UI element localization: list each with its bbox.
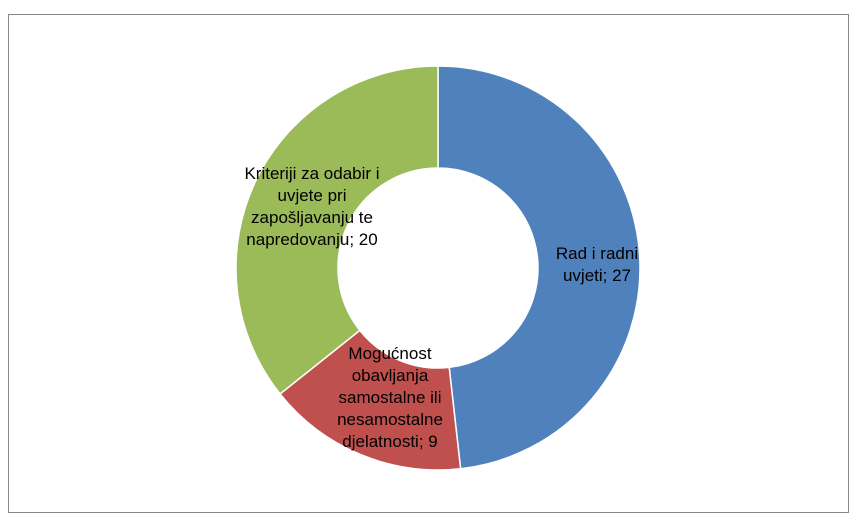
data-label: Kriteriji za odabir i uvjete pri zapošlj… — [244, 164, 380, 249]
data-label: Mogućnost obavljanja samostalne ili nesa… — [337, 344, 443, 451]
donut-slice — [279, 329, 462, 471]
donut-slice — [437, 65, 641, 470]
donut-slice — [235, 65, 439, 395]
data-label: Rad i radni uvjeti; 27 — [555, 244, 639, 285]
